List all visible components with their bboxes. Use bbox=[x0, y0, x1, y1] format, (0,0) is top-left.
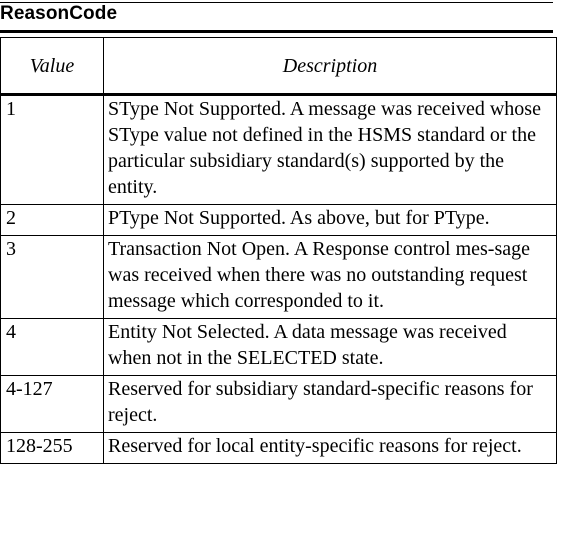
row-description: Entity Not Selected. A data message was … bbox=[103, 318, 557, 376]
reason-code-table: Value Description 1 SType Not Supported.… bbox=[0, 37, 557, 464]
row-value: 4-127 bbox=[0, 375, 104, 433]
top-rule bbox=[0, 2, 553, 3]
row-description: Reserved for subsidiary standard-specifi… bbox=[103, 375, 557, 433]
table-row: 2 PType Not Supported. As above, but for… bbox=[0, 204, 557, 236]
table-header-row: Value Description bbox=[0, 37, 557, 95]
row-description: SType Not Supported. A message was recei… bbox=[103, 93, 557, 205]
header-description: Description bbox=[103, 37, 557, 95]
title-underline bbox=[0, 30, 553, 33]
section-title: ReasonCode bbox=[0, 3, 118, 24]
row-description: PType Not Supported. As above, but for P… bbox=[103, 204, 557, 236]
table-row: 4 Entity Not Selected. A data message wa… bbox=[0, 318, 557, 376]
row-value: 4 bbox=[0, 318, 104, 376]
table-row: 1 SType Not Supported. A message was rec… bbox=[0, 93, 557, 205]
row-value: 1 bbox=[0, 93, 104, 205]
row-value: 2 bbox=[0, 204, 104, 236]
table-row: 128-255 Reserved for local entity-specif… bbox=[0, 432, 557, 464]
row-description: Reserved for local entity-specific reaso… bbox=[103, 432, 557, 464]
header-value: Value bbox=[0, 37, 104, 95]
table-row: 4-127 Reserved for subsidiary standard-s… bbox=[0, 375, 557, 433]
row-value: 3 bbox=[0, 235, 104, 319]
table-row: 3 Transaction Not Open. A Response contr… bbox=[0, 235, 557, 319]
row-value: 128-255 bbox=[0, 432, 104, 464]
row-description: Transaction Not Open. A Response control… bbox=[103, 235, 557, 319]
